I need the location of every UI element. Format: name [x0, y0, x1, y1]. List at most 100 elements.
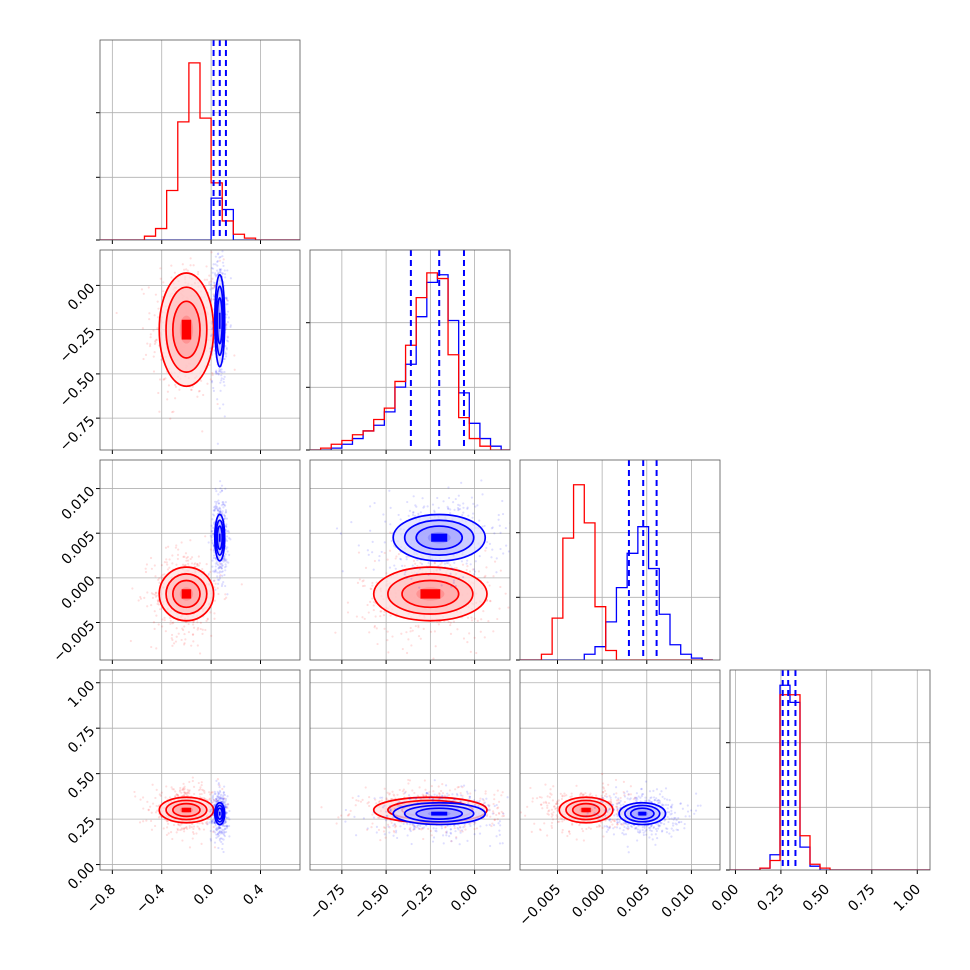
sample-point [212, 544, 215, 547]
sample-point [218, 575, 222, 578]
sample-point [211, 373, 214, 377]
sample-point [460, 481, 463, 484]
sample-point [199, 621, 202, 624]
sample-point [212, 293, 215, 296]
sample-point [335, 527, 339, 530]
sample-point [215, 507, 218, 510]
sample-point [222, 791, 225, 794]
sample-point [209, 808, 212, 811]
sample-point [432, 798, 435, 801]
sample-point [223, 827, 226, 831]
sample-point [410, 842, 413, 846]
sample-point [226, 321, 230, 324]
sample-point [226, 335, 229, 338]
sample-point [499, 547, 502, 551]
sample-point [158, 577, 161, 580]
sample-point [219, 797, 222, 800]
sample-point [212, 804, 215, 807]
sample-point [175, 793, 178, 796]
sample-point [225, 297, 228, 301]
sample-point [171, 644, 174, 647]
sample-point [401, 647, 404, 651]
sample-point [141, 327, 145, 330]
sample-point [413, 828, 416, 831]
sample-point [408, 797, 411, 800]
sample-point [224, 351, 227, 354]
sample-point [495, 813, 498, 817]
sample-point [221, 255, 224, 258]
y-tick-label: −0.75 [57, 413, 99, 455]
sample-point [178, 388, 181, 391]
sample-point [450, 840, 453, 843]
sample-point [381, 796, 384, 799]
sample-point [578, 823, 581, 827]
sample-point [225, 303, 228, 306]
density-peak [431, 533, 448, 542]
sample-point [186, 555, 189, 559]
sample-point [188, 780, 191, 784]
sample-point [472, 512, 475, 515]
sample-point [210, 266, 214, 270]
sample-point [195, 832, 198, 835]
sample-point [492, 575, 495, 578]
sample-point [152, 355, 155, 358]
sample-point [189, 557, 192, 561]
sample-point [213, 821, 216, 824]
sample-point [615, 805, 618, 808]
sample-point [196, 825, 199, 828]
sample-point [419, 561, 422, 564]
sample-point [417, 635, 421, 638]
sample-point [579, 793, 582, 796]
sample-point [165, 820, 169, 823]
sample-point [226, 803, 229, 806]
sample-point [489, 815, 492, 818]
sample-point [431, 503, 435, 506]
sample-point [438, 793, 441, 796]
sample-point [389, 614, 392, 617]
sample-point [455, 792, 459, 796]
sample-point [225, 525, 228, 528]
sample-point [217, 834, 221, 837]
sample-point [457, 503, 460, 506]
sample-point [371, 540, 374, 543]
sample-point [211, 513, 215, 516]
sample-point [485, 814, 489, 818]
sample-point [489, 844, 492, 848]
sample-point [371, 597, 374, 600]
sample-point [217, 493, 220, 496]
sample-point [356, 581, 360, 584]
sample-point [204, 821, 208, 824]
sample-point [451, 800, 454, 803]
sample-point [368, 505, 372, 508]
sample-point [395, 829, 398, 832]
sample-point [470, 619, 474, 622]
sample-point [216, 778, 220, 781]
sample-point [192, 626, 196, 629]
sample-point [153, 314, 156, 317]
sample-point [219, 487, 222, 490]
sample-point [184, 563, 187, 567]
sample-point [175, 627, 178, 630]
sample-point [208, 281, 211, 284]
sample-point [180, 791, 183, 794]
y-tick-label: −0.005 [50, 618, 98, 666]
sample-point [423, 779, 426, 782]
sample-point [405, 558, 408, 561]
sample-point [416, 794, 419, 797]
sample-point [498, 524, 501, 527]
sample-point [440, 824, 443, 828]
contour-line [415, 807, 464, 820]
sample-point [192, 832, 195, 835]
sample-point [202, 393, 205, 397]
sample-point [373, 797, 376, 800]
sample-point [461, 563, 465, 566]
contour-line [213, 273, 226, 368]
sample-point [480, 479, 483, 482]
sample-point [212, 554, 216, 557]
sample-point [221, 800, 224, 803]
sample-point [226, 340, 230, 343]
sample-point [430, 834, 433, 837]
sample-point [213, 790, 216, 793]
sample-point [467, 514, 470, 517]
contour-line [216, 525, 224, 551]
